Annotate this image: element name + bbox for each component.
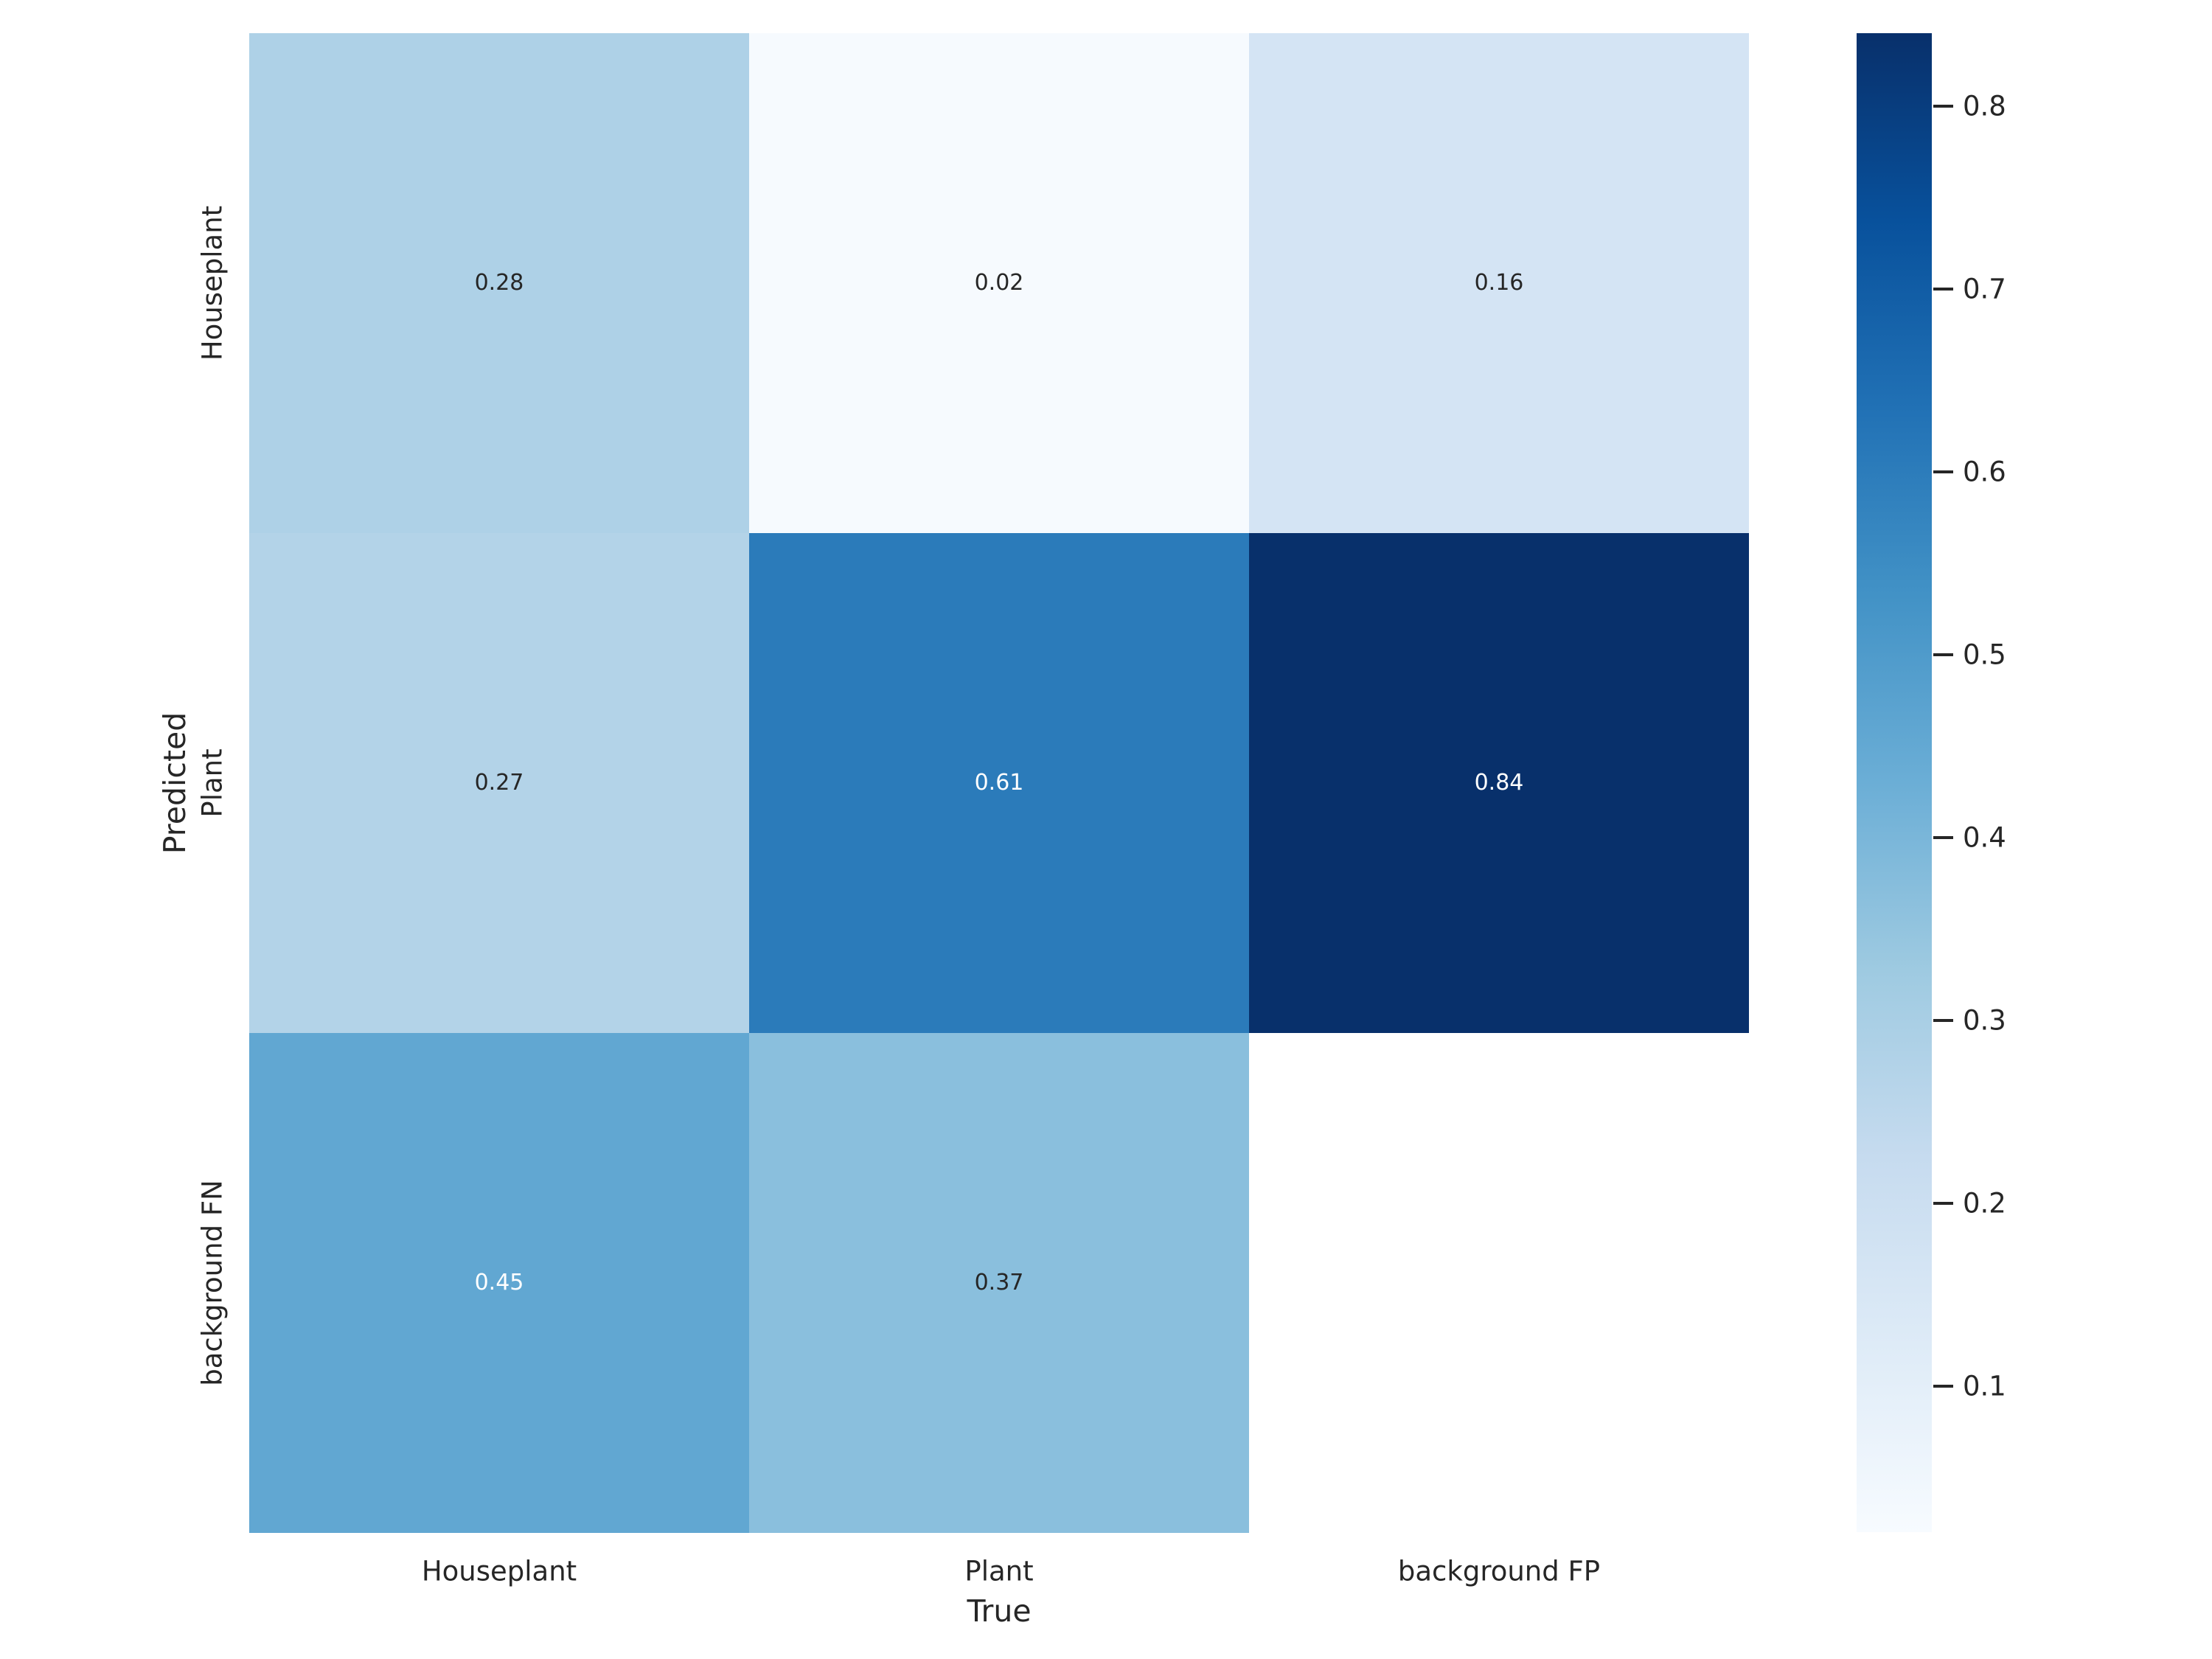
heatmap-cell: 0.02: [749, 33, 1249, 533]
heatmap-cell: 0.37: [749, 1033, 1249, 1533]
colorbar-tick-label: 0.1: [1963, 1370, 2006, 1402]
heatmap-cell: [1249, 1033, 1749, 1533]
y-axis-label: Predicted: [157, 712, 192, 855]
colorbar-tick-mark: [1933, 1201, 1953, 1205]
colorbar-tick-mark: [1933, 653, 1953, 656]
cell-annotation: 0.84: [1474, 770, 1524, 796]
colorbar-tick-label: 0.8: [1963, 90, 2006, 122]
cell-annotation: 0.27: [474, 770, 524, 796]
colorbar-tick-mark: [1933, 470, 1953, 474]
x-tick-label-houseplant: Houseplant: [421, 1555, 577, 1587]
colorbar-tick-mark: [1933, 1384, 1953, 1388]
x-tick-label-plant: Plant: [964, 1555, 1034, 1587]
x-axis-label: True: [967, 1593, 1032, 1629]
cell-annotation: 0.37: [974, 1270, 1024, 1295]
heatmap-cell: 0.45: [249, 1033, 749, 1533]
cell-annotation: 0.02: [974, 270, 1024, 296]
heatmap-cell: 0.28: [249, 33, 749, 533]
cell-annotation: 0.61: [974, 770, 1024, 796]
colorbar-tick-label: 0.6: [1963, 456, 2006, 488]
cell-annotation: 0.45: [474, 1270, 524, 1295]
heatmap-cell: 0.16: [1249, 33, 1749, 533]
y-tick-label-houseplant: Houseplant: [196, 205, 229, 361]
cell-annotation: 0.16: [1474, 270, 1524, 296]
colorbar: [1857, 33, 1932, 1532]
cell-annotation: 0.28: [474, 270, 524, 296]
colorbar-tick-label: 0.4: [1963, 821, 2006, 854]
colorbar-tick-label: 0.2: [1963, 1187, 2006, 1220]
heatmap-cell: 0.61: [749, 533, 1249, 1033]
colorbar-tick-label: 0.7: [1963, 273, 2006, 305]
heatmap-cell: 0.84: [1249, 533, 1749, 1033]
heatmap-cell: 0.27: [249, 533, 749, 1033]
y-tick-label-background-fn: background FN: [196, 1180, 229, 1386]
x-tick-label-background-fp: background FP: [1397, 1555, 1601, 1587]
heatmap-grid: 0.28 0.02 0.16 0.27 0.61 0.84 0.45 0.37: [249, 33, 1749, 1533]
colorbar-tick-mark: [1933, 1018, 1953, 1022]
y-tick-label-plant: Plant: [196, 748, 229, 818]
colorbar-tick-label: 0.3: [1963, 1004, 2006, 1037]
colorbar-tick-label: 0.5: [1963, 639, 2006, 671]
colorbar-tick-mark: [1933, 105, 1953, 108]
colorbar-tick-mark: [1933, 835, 1953, 839]
colorbar-tick-mark: [1933, 288, 1953, 291]
